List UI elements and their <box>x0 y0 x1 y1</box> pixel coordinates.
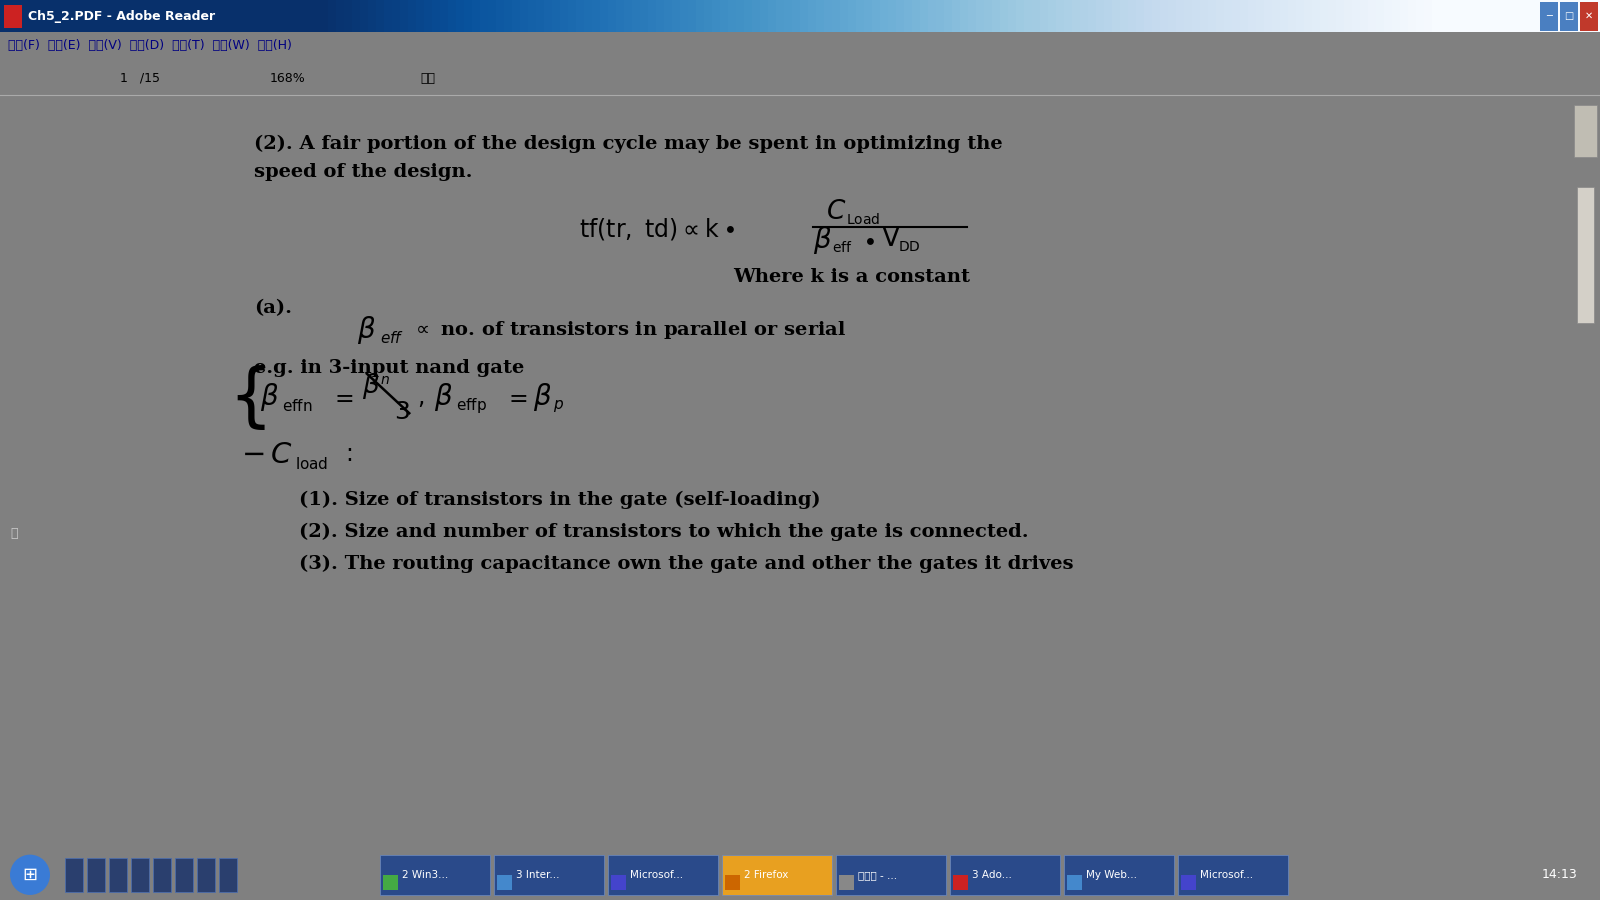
Bar <box>954 875 968 890</box>
Text: $\mathit{eff}$: $\mathit{eff}$ <box>379 330 403 346</box>
Bar <box>498 875 512 890</box>
Text: (2). Size and number of transistors to which the gate is connected.: (2). Size and number of transistors to w… <box>299 522 1029 541</box>
Bar <box>1178 855 1288 895</box>
Text: $\beta$: $\beta$ <box>261 382 278 413</box>
Text: (a).: (a). <box>254 300 291 318</box>
Text: (2). A fair portion of the design cycle may be spent in optimizing the: (2). A fair portion of the design cycle … <box>254 135 1002 153</box>
Text: ⊞: ⊞ <box>22 866 37 884</box>
Text: $,$: $,$ <box>418 386 424 409</box>
Bar <box>66 858 83 892</box>
Text: $=$: $=$ <box>330 386 354 409</box>
Text: $\mathrm{Load}$: $\mathrm{Load}$ <box>846 212 880 227</box>
Text: ✕: ✕ <box>1586 11 1594 22</box>
Bar <box>86 858 106 892</box>
Text: $\mathrm{effn}$: $\mathrm{effn}$ <box>282 398 312 414</box>
Text: $\bullet$: $\bullet$ <box>862 229 875 252</box>
Text: My Web...: My Web... <box>1086 869 1138 880</box>
Text: $=$: $=$ <box>504 386 528 409</box>
Text: □: □ <box>1565 11 1574 22</box>
Text: 无标题 - ...: 无标题 - ... <box>858 869 898 880</box>
Text: 2 Win3...: 2 Win3... <box>402 869 448 880</box>
Text: Ch5_2.PDF - Adobe Reader: Ch5_2.PDF - Adobe Reader <box>29 10 214 22</box>
Text: $\mathrm{load}$: $\mathrm{load}$ <box>294 456 328 472</box>
Text: $\{$: $\{$ <box>229 363 266 432</box>
Text: 3 Ado...: 3 Ado... <box>973 869 1011 880</box>
Bar <box>725 875 739 890</box>
Bar <box>611 875 626 890</box>
Bar <box>1067 875 1082 890</box>
Text: (3). The routing capacitance own the gate and other the gates it drives: (3). The routing capacitance own the gat… <box>299 554 1074 572</box>
Circle shape <box>10 855 50 895</box>
Text: ─: ─ <box>1546 11 1552 22</box>
Text: e.g. in 3-input nand gate: e.g. in 3-input nand gate <box>254 359 523 377</box>
Bar <box>154 858 171 892</box>
Text: 2 Firefox: 2 Firefox <box>744 869 789 880</box>
Text: 14:13: 14:13 <box>1542 868 1578 881</box>
Text: Microsof...: Microsof... <box>1200 869 1253 880</box>
Text: $\propto$ no. of transistors in parallel or serial: $\propto$ no. of transistors in parallel… <box>411 320 846 341</box>
Bar <box>109 858 126 892</box>
Text: 查找: 查找 <box>419 72 435 85</box>
Text: $\beta$: $\beta$ <box>533 382 552 413</box>
Bar <box>131 858 149 892</box>
Text: 1   /15: 1 /15 <box>120 72 160 85</box>
Bar <box>1581 2 1598 31</box>
Text: $\mathrm{tf(tr,\ td)} \propto \mathrm{k} \bullet$: $\mathrm{tf(tr,\ td)} \propto \mathrm{k}… <box>579 216 736 242</box>
Bar <box>722 855 832 895</box>
Text: $\beta$: $\beta$ <box>357 314 376 346</box>
Text: $-\,C$: $-\,C$ <box>242 441 293 469</box>
Text: $\beta$: $\beta$ <box>362 371 379 400</box>
Bar <box>608 855 718 895</box>
Bar <box>197 858 214 892</box>
Text: 📎: 📎 <box>11 527 18 540</box>
Bar <box>1064 855 1174 895</box>
Bar <box>838 875 854 890</box>
Text: $\mathrm{eff}$: $\mathrm{eff}$ <box>832 240 853 256</box>
Text: $\beta$: $\beta$ <box>813 224 832 256</box>
Bar <box>835 855 946 895</box>
Text: $\mathrm{V}$: $\mathrm{V}$ <box>882 226 901 251</box>
Bar <box>1539 2 1558 31</box>
Bar <box>382 875 398 890</box>
Bar <box>1574 104 1597 158</box>
Text: $\mathrm{effp}$: $\mathrm{effp}$ <box>456 396 486 415</box>
Bar <box>950 855 1059 895</box>
Bar <box>1560 2 1578 31</box>
Text: $3$: $3$ <box>394 400 410 424</box>
Text: $\mathrm{DD}$: $\mathrm{DD}$ <box>898 239 920 254</box>
Text: 文件(F)  编辑(E)  视图(V)  文档(D)  工具(T)  窗口(W)  帮助(H): 文件(F) 编辑(E) 视图(V) 文档(D) 工具(T) 窗口(W) 帮助(H… <box>8 40 291 52</box>
Text: Where k is a constant: Where k is a constant <box>733 268 970 286</box>
Bar <box>219 858 237 892</box>
Text: Microsof...: Microsof... <box>630 869 683 880</box>
Bar <box>3 4 22 28</box>
Text: $C$: $C$ <box>826 200 846 224</box>
Bar <box>1578 187 1594 323</box>
Text: 168%: 168% <box>270 72 306 85</box>
Text: $p$: $p$ <box>554 398 565 414</box>
Bar <box>1181 875 1197 890</box>
Bar <box>381 855 490 895</box>
Text: $\beta$: $\beta$ <box>434 382 453 413</box>
Bar <box>494 855 605 895</box>
Text: $:$: $:$ <box>341 443 354 466</box>
Text: 3 Inter...: 3 Inter... <box>515 869 560 880</box>
Text: speed of the design.: speed of the design. <box>254 163 472 181</box>
Text: $n$: $n$ <box>379 374 389 387</box>
Bar <box>174 858 194 892</box>
Text: (1). Size of transistors in the gate (self-loading): (1). Size of transistors in the gate (se… <box>299 491 821 508</box>
